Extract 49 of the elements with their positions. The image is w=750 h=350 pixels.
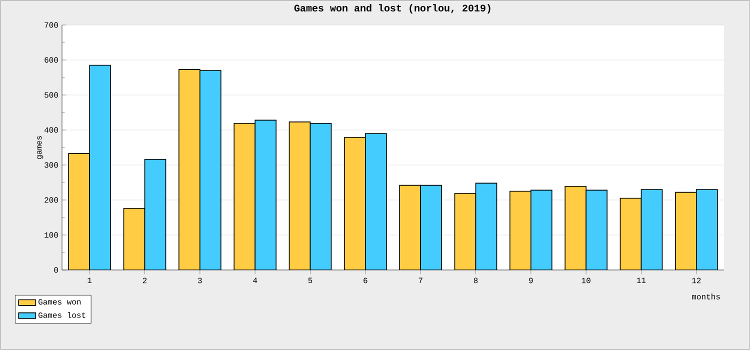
bar [620, 198, 642, 270]
bar [530, 190, 552, 270]
bar [640, 189, 663, 270]
chart-title: Games won and lost (norlou, 2019) [294, 4, 490, 14]
bar [254, 120, 276, 270]
bar [200, 70, 222, 270]
y-tick-label: 300 [44, 162, 58, 168]
bar [399, 184, 421, 270]
y-tick-label: 0 [54, 267, 58, 273]
bar [344, 136, 366, 270]
bar [696, 189, 718, 270]
bar [144, 158, 166, 270]
bar [89, 64, 111, 270]
x-tick-label: 2 [142, 278, 147, 284]
y-tick-label: 200 [44, 197, 58, 203]
bar [310, 122, 332, 270]
bar [68, 153, 90, 270]
x-tick-label: 10 [582, 278, 590, 284]
bar [420, 184, 442, 270]
bar [288, 122, 311, 270]
x-tick-label: 6 [364, 278, 368, 284]
x-tick-label: 11 [637, 278, 646, 284]
bar [123, 208, 146, 270]
bar [234, 122, 256, 270]
x-tick-label: 3 [198, 278, 202, 284]
bar [178, 69, 200, 270]
x-tick-label: 1 [88, 278, 92, 284]
bar [564, 186, 586, 270]
bar [365, 133, 387, 270]
y-tick-label: 500 [44, 92, 58, 98]
bar [586, 190, 608, 270]
y-tick-label: 700 [44, 22, 58, 28]
x-tick-label: 7 [418, 278, 422, 284]
y-axis-title: games [37, 136, 44, 159]
y-tick-label: 100 [44, 232, 58, 238]
legend-label: Games lost [38, 312, 86, 318]
bar [510, 190, 532, 270]
x-tick-label: 4 [253, 278, 258, 284]
legend-label: Games won [38, 299, 81, 305]
bar [475, 182, 498, 270]
bar [454, 192, 476, 270]
y-tick-label: 400 [44, 127, 58, 133]
x-tick-label: 5 [308, 278, 312, 284]
x-tick-label: 8 [474, 278, 478, 284]
x-axis-title: months [692, 294, 720, 300]
y-tick-label: 600 [44, 57, 58, 63]
x-tick-label: 9 [529, 278, 533, 284]
x-tick-label: 12 [692, 278, 701, 284]
bar [675, 192, 697, 270]
